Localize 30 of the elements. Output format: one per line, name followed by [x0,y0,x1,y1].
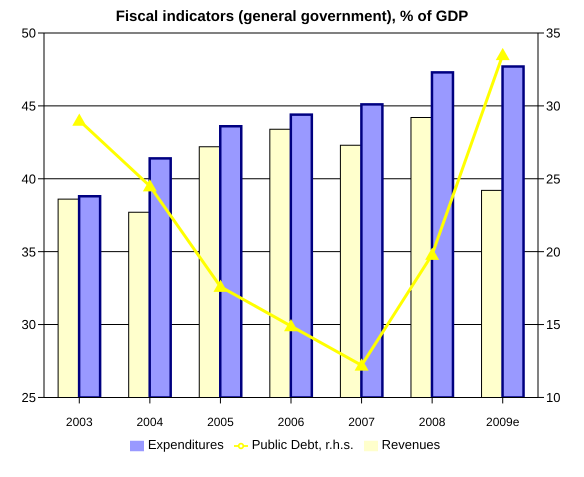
y-tick-label: 50 [22,26,36,41]
legend-label: Revenues [382,437,440,452]
y-tick-label: 35 [22,244,36,260]
y-tick-label: 30 [22,317,36,332]
x-tick-label: 2007 [348,414,376,429]
legend-label: Expenditures [148,437,224,452]
x-tick-label: 2004 [136,414,164,429]
point [72,113,86,126]
chart-title: Fiscal indicators (general government), % of GDP [114,8,470,25]
legend-label: Public Debt, r.h.s. [252,437,354,452]
x-tick-label: 2003 [66,414,93,429]
y2-tick-label: 15 [546,317,560,332]
y2-tick-label: 25 [546,171,560,186]
y-tick-label: 45 [22,98,36,114]
y-tick-label: 40 [22,171,36,186]
x-tick-label: 2009e [486,414,520,429]
point [284,319,298,332]
point [213,280,228,292]
x-tick-label: 2008 [418,414,446,429]
point [354,358,369,371]
y2-tick-label: 10 [546,390,560,406]
y2-tick-label: 35 [546,26,560,41]
y2-tick-label: 20 [546,244,560,260]
point [496,48,510,60]
x-tick-label: 2005 [207,414,234,429]
y-tick-label: 25 [22,390,36,406]
point [425,248,440,260]
y2-tick-label: 30 [546,98,560,114]
point [142,179,157,192]
x-tick-label: 2006 [278,414,305,429]
